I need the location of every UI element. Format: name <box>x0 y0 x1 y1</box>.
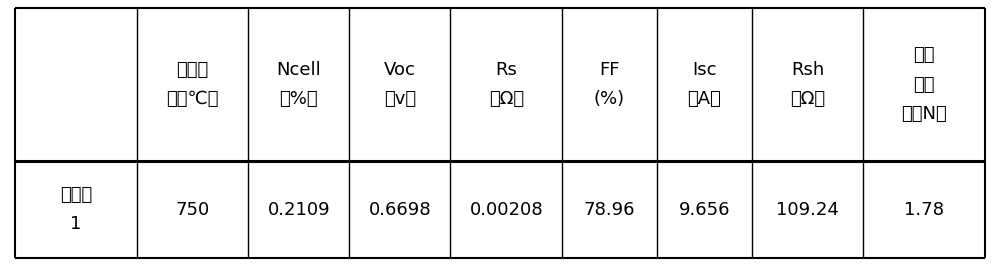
Text: FF
(%): FF (%) <box>594 61 625 108</box>
Text: Rsh
（Ω）: Rsh （Ω） <box>790 61 825 108</box>
Text: 78.96: 78.96 <box>584 201 635 219</box>
Text: 0.00208: 0.00208 <box>469 201 543 219</box>
Text: 0.2109: 0.2109 <box>267 201 330 219</box>
Text: 0.6698: 0.6698 <box>369 201 431 219</box>
Text: 拉力
平均
值（N）: 拉力 平均 值（N） <box>901 46 947 123</box>
Text: 750: 750 <box>175 201 210 219</box>
Text: Isc
（A）: Isc （A） <box>687 61 721 108</box>
Text: Voc
（v）: Voc （v） <box>384 61 416 108</box>
Text: 烧结温
度（℃）: 烧结温 度（℃） <box>166 61 219 108</box>
Text: 9.656: 9.656 <box>679 201 730 219</box>
Text: 109.24: 109.24 <box>776 201 839 219</box>
Text: 实施例
1: 实施例 1 <box>60 186 92 233</box>
Text: 1.78: 1.78 <box>904 201 944 219</box>
Text: Ncell
（%）: Ncell （%） <box>276 61 321 108</box>
Text: Rs
（Ω）: Rs （Ω） <box>489 61 524 108</box>
